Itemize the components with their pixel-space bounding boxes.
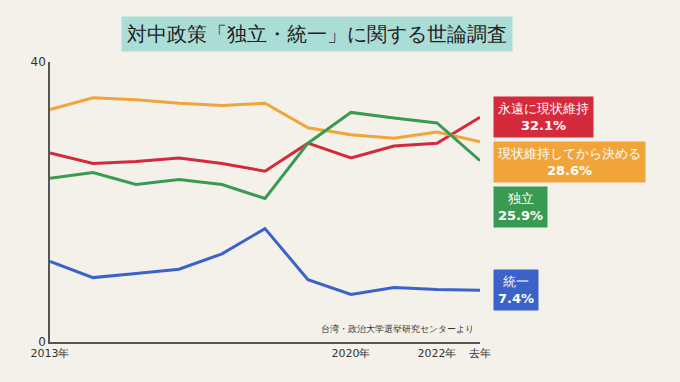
svg-text:現状維持してから決める28.6%: 現状維持してから決める28.6% xyxy=(498,146,641,178)
svg-text:統一7.4%: 統一7.4% xyxy=(498,274,534,306)
svg-text:独立25.9%: 独立25.9% xyxy=(498,191,543,223)
svg-text:0: 0 xyxy=(38,335,46,349)
svg-text:40: 40 xyxy=(31,55,46,69)
svg-text:台湾・政治大学選挙研究センターより: 台湾・政治大学選挙研究センターより xyxy=(321,324,474,334)
svg-text:2022年: 2022年 xyxy=(418,347,457,360)
svg-text:対中政策「独立・統一」に関する世論調査: 対中政策「独立・統一」に関する世論調査 xyxy=(127,22,507,46)
svg-text:去年: 去年 xyxy=(469,347,491,360)
svg-text:2020年: 2020年 xyxy=(332,347,371,360)
svg-text:永遠に現状維持32.1%: 永遠に現状維持32.1% xyxy=(498,101,589,133)
svg-text:2013年: 2013年 xyxy=(31,347,70,360)
